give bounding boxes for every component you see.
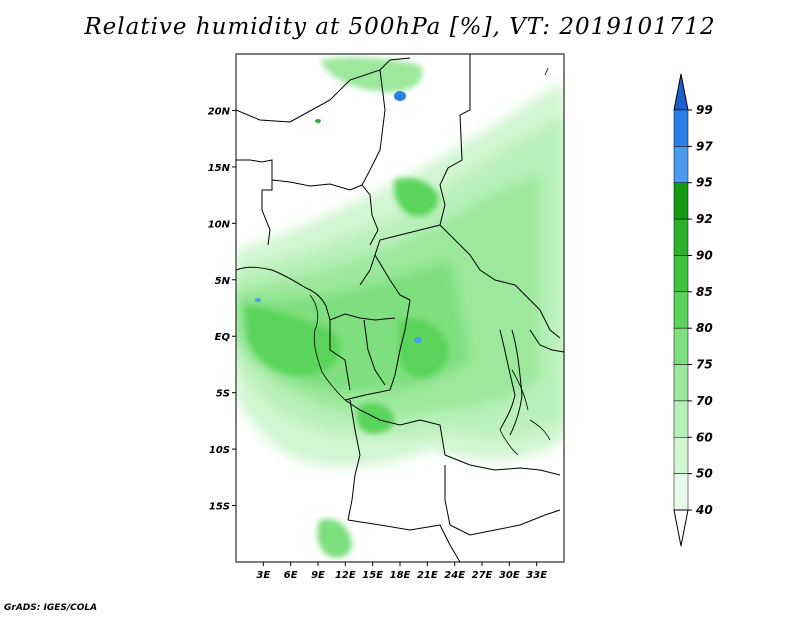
latitude-axis: 20N 15N 10N 5N EQ 5S 10S 15S <box>208 106 236 513</box>
humidity-spot-95 <box>414 337 422 343</box>
colorbar-label: 85 <box>696 285 713 299</box>
colorbar-bottom-arrow <box>673 509 689 547</box>
colorbar-segment <box>673 255 689 293</box>
colorbar-label: 99 <box>696 103 713 117</box>
lon-tick-label: 33E <box>526 570 547 581</box>
colorbar-top-arrow <box>673 73 689 111</box>
colorbar-label: 50 <box>696 467 713 481</box>
country-boundaries <box>236 54 564 562</box>
colorbar-segment <box>673 218 689 256</box>
colorbar-segment <box>673 291 689 329</box>
longitude-axis: 3E 6E 9E 12E 15E 18E 21E 24E 27E 30E 33E <box>256 562 547 581</box>
lat-tick-label: 5N <box>215 276 231 287</box>
lon-tick-label: 12E <box>335 570 356 581</box>
lat-tick-label: 5S <box>216 389 230 400</box>
humidity-zone-80-north <box>394 178 439 217</box>
lat-tick-label: EQ <box>215 332 231 343</box>
colorbar-label: 92 <box>696 212 713 226</box>
lon-tick-label: 18E <box>390 570 411 581</box>
humidity-zone-80-south <box>356 403 395 434</box>
lat-tick-label: 10N <box>208 219 231 230</box>
humidity-spot-97 <box>394 91 406 101</box>
colorbar-segment <box>673 473 689 511</box>
lon-tick-label: 27E <box>472 570 493 581</box>
colorbar-segment <box>673 146 689 183</box>
colorbar-label: 95 <box>696 176 713 190</box>
humidity-zone-80-basin <box>398 318 449 379</box>
lon-tick-label: 9E <box>311 570 325 581</box>
lon-tick-label: 3E <box>256 570 270 581</box>
lat-tick-label: 10S <box>209 445 230 456</box>
footer-credit: GrADS: IGES/COLA <box>4 603 98 613</box>
lat-tick-label: 15N <box>208 163 231 174</box>
coastline <box>309 67 551 456</box>
humidity-zone-80 <box>245 305 341 376</box>
humidity-spot-95-west <box>255 298 261 302</box>
colorbar-label: 75 <box>696 358 713 372</box>
colorbar-segment <box>673 400 689 438</box>
lon-tick-label: 15E <box>362 570 383 581</box>
lon-tick-label: 6E <box>284 570 298 581</box>
humidity-zone-north-edge <box>320 57 423 93</box>
colorbar-segment <box>673 109 689 147</box>
colorbar-label: 80 <box>696 321 713 335</box>
colorbar-segment <box>673 437 689 474</box>
colorbar: 99 97 95 92 90 85 80 75 70 60 50 40 <box>673 73 713 547</box>
lat-tick-label: 15S <box>209 502 230 513</box>
colorbar-label: 70 <box>696 394 713 408</box>
colorbar-segment <box>673 182 689 220</box>
colorbar-label: 90 <box>696 248 713 262</box>
colorbar-label: 60 <box>696 430 713 444</box>
map-title: Relative humidity at 500hPa [%], VT: 201… <box>84 14 716 40</box>
colorbar-label: 40 <box>695 503 713 517</box>
humidity-field <box>236 54 564 562</box>
colorbar-segment <box>673 364 689 402</box>
humidity-spot-90 <box>315 119 321 123</box>
lon-tick-label: 24E <box>444 570 465 581</box>
humidity-zone-south-edge <box>317 518 352 558</box>
colorbar-segment <box>673 327 689 365</box>
lon-tick-label: 30E <box>499 570 520 581</box>
colorbar-label: 97 <box>696 139 713 153</box>
lon-tick-label: 21E <box>417 570 438 581</box>
lat-tick-label: 20N <box>208 106 231 117</box>
